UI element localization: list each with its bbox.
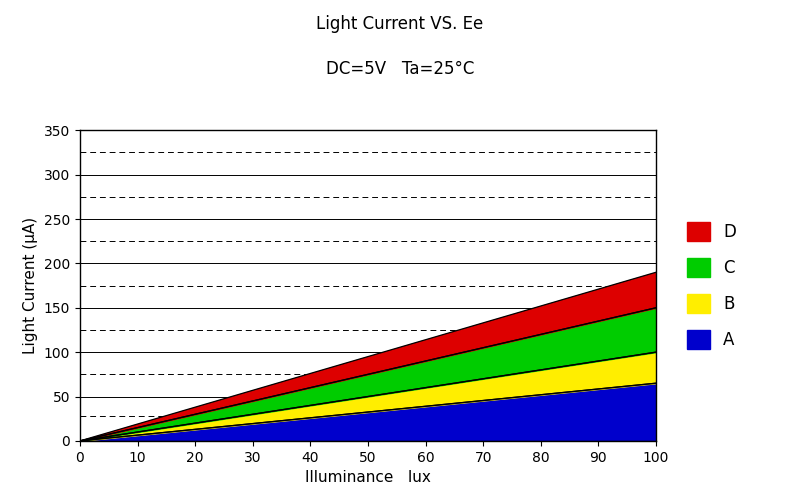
Text: DC=5V   Ta=25°C: DC=5V Ta=25°C [326,60,474,78]
X-axis label: Illuminance   lux: Illuminance lux [305,470,431,485]
Legend: D, C, B, A: D, C, B, A [682,217,741,354]
Y-axis label: Light Current (μA): Light Current (μA) [23,217,38,354]
Text: Light Current VS. Ee: Light Current VS. Ee [316,15,484,33]
